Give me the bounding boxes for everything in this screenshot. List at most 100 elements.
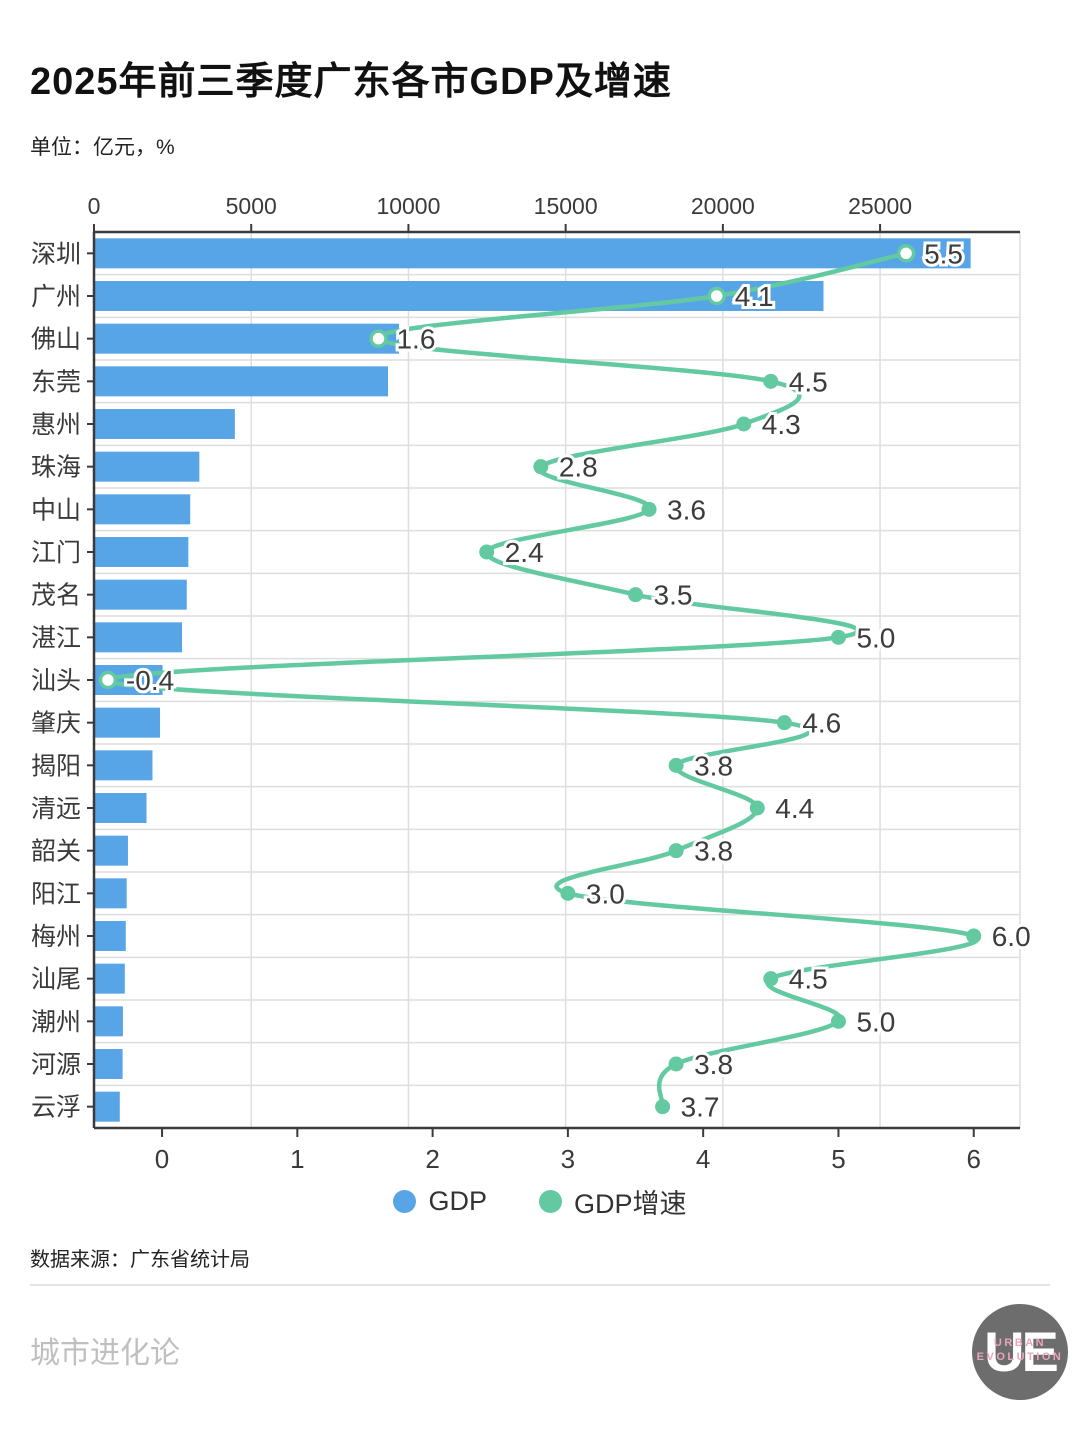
growth-value-label: 3.5 <box>654 580 693 611</box>
gdp-bar <box>94 238 971 269</box>
top-axis-tick-label: 20000 <box>691 193 755 219</box>
city-label: 汕头 <box>31 667 81 695</box>
growth-point <box>668 757 684 773</box>
unit-note: 单位：亿元，% <box>30 136 175 159</box>
growth-point <box>707 286 726 306</box>
growth-value-label: 4.3 <box>762 409 801 440</box>
city-label: 中山 <box>31 496 81 524</box>
city-label: 清远 <box>31 795 81 823</box>
gdp-bar <box>94 878 127 909</box>
gdp-bar <box>94 1091 120 1122</box>
chart-legend: GDP GDP增速 <box>0 1180 1080 1222</box>
data-source: 数据来源：广东省统计局 <box>30 1249 250 1271</box>
gdp-bar <box>94 963 125 994</box>
growth-point <box>560 885 576 901</box>
city-label: 江门 <box>31 539 81 567</box>
bottom-axis-tick-label: 0 <box>155 1144 169 1174</box>
logo-initials: UE <box>984 1320 1059 1383</box>
growth-point <box>479 544 495 560</box>
footer-divider <box>30 1284 1050 1286</box>
growth-point <box>763 971 779 987</box>
top-axis-tick-label: 25000 <box>848 193 912 219</box>
city-label: 茂名 <box>31 582 81 610</box>
gdp-bar <box>94 1006 123 1037</box>
top-axis-tick-label: 15000 <box>534 193 598 219</box>
growth-value-label: -0.4 <box>126 665 174 696</box>
bottom-axis-tick-label: 2 <box>425 1144 439 1174</box>
growth-point <box>749 800 765 816</box>
top-axis-tick-label: 0 <box>88 193 101 219</box>
growth-value-label: 4.4 <box>775 793 814 824</box>
growth-value-label: 3.8 <box>694 1049 733 1080</box>
growth-value-label: 4.5 <box>789 366 828 397</box>
city-label: 惠州 <box>31 411 81 439</box>
growth-legend-dot <box>539 1189 562 1213</box>
city-label: 肇庆 <box>31 710 81 738</box>
bottom-axis-tick-label: 4 <box>696 1144 710 1174</box>
city-label: 河源 <box>31 1051 81 1079</box>
top-axis-tick-label: 5000 <box>226 193 277 219</box>
legend-item-gdp: GDP <box>393 1186 487 1217</box>
growth-value-label: 4.5 <box>789 964 828 995</box>
growth-value-label: 6.0 <box>992 921 1031 952</box>
growth-value-label: 2.8 <box>559 452 598 483</box>
gdp-bar <box>94 409 235 439</box>
growth-value-label: 5.0 <box>856 1006 895 1037</box>
growth-point <box>369 329 388 348</box>
growth-point <box>896 244 916 263</box>
bottom-axis-tick-label: 3 <box>561 1144 575 1174</box>
gdp-legend-dot <box>393 1189 417 1213</box>
growth-point <box>830 1013 846 1029</box>
city-label: 佛山 <box>31 326 81 354</box>
page-title: 2025年前三季度广东各市GDP及增速 <box>30 61 672 103</box>
growth-point <box>763 373 779 389</box>
growth-value-label: 3.8 <box>694 836 733 867</box>
growth-value-label: 5.0 <box>856 622 895 653</box>
bottom-axis-tick-label: 5 <box>831 1144 845 1174</box>
gdp-bar <box>94 622 183 653</box>
logo-caption: URBAN EVOLUTION <box>976 1337 1064 1363</box>
growth-point <box>98 670 118 690</box>
city-label: 韶关 <box>31 838 81 866</box>
city-label: 汕尾 <box>31 966 81 994</box>
city-label: 梅州 <box>31 923 81 951</box>
gdp-bar <box>94 921 126 951</box>
growth-value-label: 4.1 <box>735 281 774 312</box>
growth-point <box>668 1056 684 1072</box>
growth-point <box>533 459 549 475</box>
growth-point <box>966 928 982 944</box>
growth-value-label: 4.6 <box>802 708 841 739</box>
gdp-bar <box>94 366 388 397</box>
gdp-bar <box>94 707 161 738</box>
growth-value-label: 2.4 <box>505 537 544 568</box>
city-label: 深圳 <box>31 240 81 268</box>
gdp-bar <box>94 750 153 781</box>
legend-item-growth: GDP增速 <box>539 1182 687 1221</box>
city-label: 东莞 <box>31 368 81 396</box>
growth-value-label: 3.6 <box>667 494 706 525</box>
bottom-axis-tick-label: 1 <box>290 1144 304 1174</box>
growth-value-label: 3.7 <box>681 1092 720 1123</box>
footer-brand: 城市进化论 <box>30 1337 180 1370</box>
city-label: 广州 <box>31 283 81 311</box>
growth-point <box>830 629 846 645</box>
gdp-bar <box>94 537 189 567</box>
growth-point <box>641 501 657 517</box>
growth-value-label: 5.5 <box>924 238 963 269</box>
city-label: 揭阳 <box>31 752 81 780</box>
growth-value-label: 3.8 <box>694 750 733 781</box>
city-label: 湛江 <box>31 624 81 652</box>
city-label: 珠海 <box>31 454 81 482</box>
gdp-legend-label: GDP <box>428 1185 487 1216</box>
city-label: 阳江 <box>31 880 81 908</box>
gdp-bar <box>94 579 187 610</box>
gdp-bar <box>94 323 399 354</box>
growth-value-label: 3.0 <box>586 878 625 909</box>
top-axis-tick-label: 10000 <box>376 193 440 219</box>
growth-point <box>655 1099 671 1115</box>
gdp-bar <box>94 793 147 823</box>
gdp-bar <box>94 494 191 525</box>
gdp-bar <box>94 1049 123 1079</box>
